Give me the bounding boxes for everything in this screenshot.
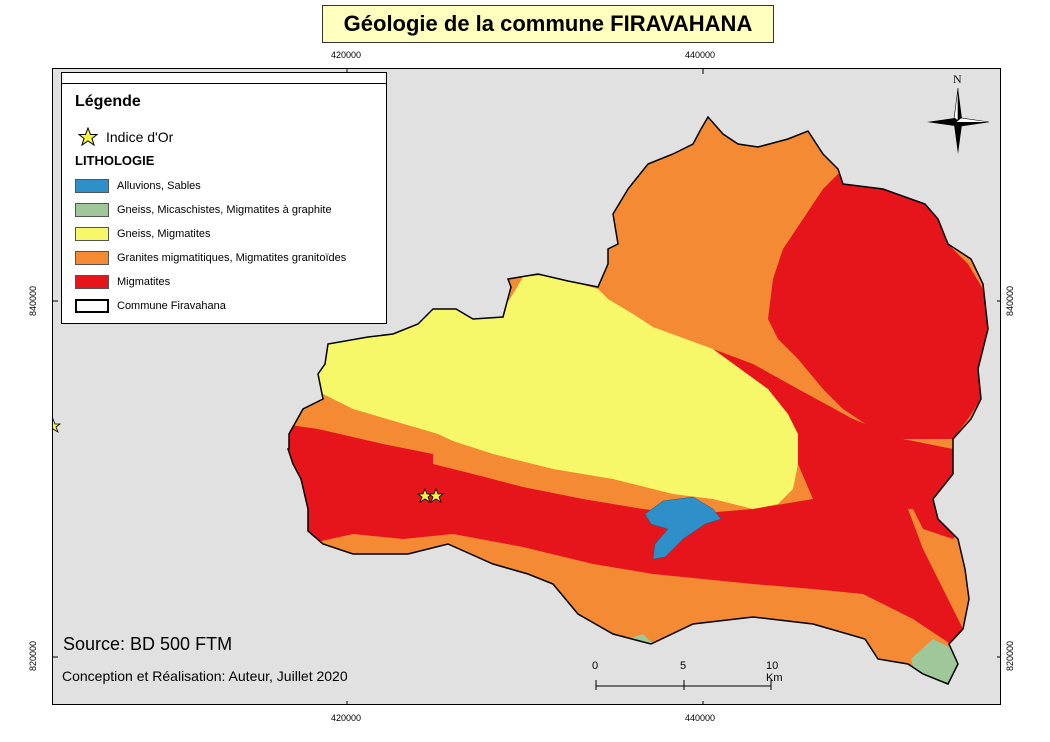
unit-migmatites-south bbox=[288, 424, 973, 649]
tick-left-2: 820000 bbox=[28, 640, 39, 672]
legend-swatch bbox=[75, 299, 109, 313]
legend-divider bbox=[62, 83, 386, 84]
legend-item-label: Commune Firavahana bbox=[117, 300, 226, 312]
source-text: Source: BD 500 FTM bbox=[63, 634, 233, 654]
legend: Légende Indice d'Or LITHOLOGIE Alluvions… bbox=[61, 72, 387, 324]
scale-label-10: 10 Km bbox=[766, 660, 783, 684]
legend-swatch bbox=[75, 179, 109, 193]
tick-top-1: 420000 bbox=[331, 50, 362, 60]
compass-rose-icon bbox=[927, 87, 990, 154]
legend-item-label: Migmatites bbox=[117, 276, 171, 288]
map-frame bbox=[52, 68, 1001, 705]
scale-label-0: 0 bbox=[592, 660, 599, 672]
legend-item-migmatites: Migmatites bbox=[75, 275, 170, 289]
tick-right-2: 820000 bbox=[1005, 640, 1016, 672]
unit-gneiss-migmatites bbox=[293, 274, 798, 509]
gold-occurrences bbox=[53, 417, 445, 503]
scale-bar: 0 5 10 Km bbox=[590, 660, 783, 700]
legend-swatch bbox=[75, 275, 109, 289]
scale-bar-graphic bbox=[595, 680, 772, 690]
star-icon bbox=[78, 127, 98, 147]
tick-left-1: 840000 bbox=[28, 285, 39, 317]
map-canvas bbox=[53, 69, 1000, 704]
tick-top-2: 440000 bbox=[685, 50, 716, 60]
unit-alluvions bbox=[644, 496, 722, 560]
legend-item-commune: Commune Firavahana bbox=[75, 299, 226, 313]
unit-migmatites-ne bbox=[768, 174, 988, 439]
tick-bottom-1: 420000 bbox=[331, 713, 362, 723]
credit-text: Conception et Réalisation: Auteur, Juill… bbox=[62, 668, 348, 684]
gold-star bbox=[427, 487, 445, 503]
tick-bottom-2: 440000 bbox=[685, 713, 716, 723]
legend-lithology-header: LITHOLOGIE bbox=[75, 153, 155, 168]
commune-boundary bbox=[286, 115, 989, 685]
legend-item-label: Gneiss, Migmatites bbox=[117, 228, 211, 240]
legend-swatch bbox=[75, 251, 109, 265]
scale-label-5: 5 bbox=[680, 660, 687, 672]
legend-swatch bbox=[75, 227, 109, 241]
legend-gold-label: Indice d'Or bbox=[106, 129, 174, 145]
tick-right-1: 840000 bbox=[1005, 285, 1016, 317]
legend-item-gneiss-migmatites: Gneiss, Migmatites bbox=[75, 227, 211, 241]
legend-swatch bbox=[75, 203, 109, 217]
unit-gneiss-graphite-se bbox=[911, 639, 963, 684]
legend-title: Légende bbox=[75, 93, 141, 110]
legend-item-alluvions: Alluvions, Sables bbox=[75, 179, 201, 193]
map-title: Géologie de la commune FIRAVAHANA bbox=[322, 5, 774, 43]
legend-item-granites: Granites migmatitiques, Migmatites grani… bbox=[75, 251, 346, 265]
unit-migmatites-center bbox=[713, 349, 958, 499]
north-label: N bbox=[953, 72, 962, 86]
legend-item-gneiss-graphite: Gneiss, Micaschistes, Migmatites à graph… bbox=[75, 203, 332, 217]
legend-item-label: Granites migmatitiques, Migmatites grani… bbox=[117, 252, 347, 264]
legend-item-label: Gneiss, Micaschistes, Migmatites à graph… bbox=[117, 204, 332, 216]
legend-item-label: Alluvions, Sables bbox=[117, 180, 201, 192]
north-arrow: N bbox=[925, 72, 991, 156]
legend-gold-entry: Indice d'Or bbox=[78, 127, 173, 147]
gold-star bbox=[53, 417, 62, 433]
